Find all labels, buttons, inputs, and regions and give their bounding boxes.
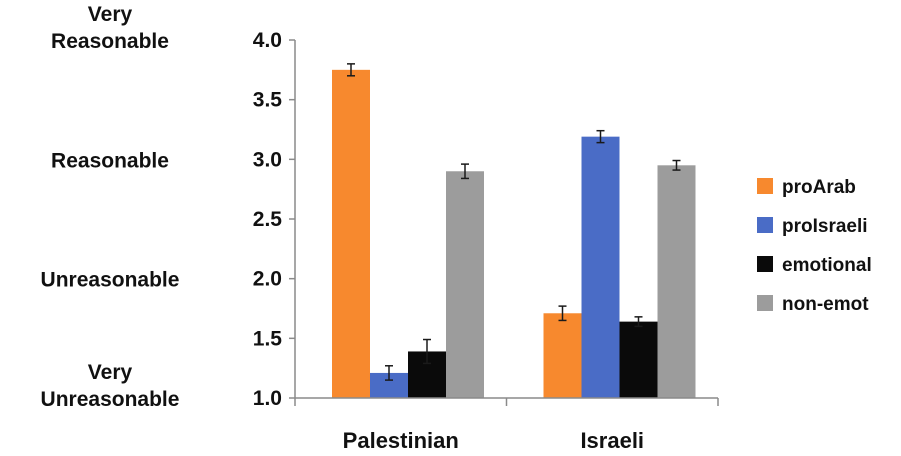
y-tick-label: 1.0	[253, 387, 282, 410]
rating-scale-labels: Very Reasonable Reasonable Unreasonable Very…	[41, 3, 180, 411]
legend-label: emotional	[782, 255, 872, 276]
bar-non-emot-israeli	[657, 165, 696, 398]
y-tick-label: 1.5	[253, 327, 283, 350]
rating-scale-label: Unreasonable	[41, 388, 180, 411]
legend-swatch-non-emot	[757, 295, 773, 311]
legend-label: proIsraeli	[782, 216, 868, 237]
y-tick-label: 2.5	[253, 208, 283, 231]
bar-emotional-israeli	[619, 321, 658, 398]
x-axis: Palestinian Israeli	[294, 397, 719, 453]
legend-swatch-proarab	[757, 178, 773, 194]
y-tick-label: 3.0	[253, 148, 282, 171]
rating-scale-label: Very	[88, 361, 133, 384]
bar-series	[332, 63, 696, 398]
rating-scale-label: Reasonable	[51, 149, 169, 172]
bar-proisraeli-israeli	[581, 136, 620, 398]
bar-proarab-palestinian	[332, 69, 370, 398]
legend-swatch-emotional	[757, 256, 773, 272]
y-tick-label: 3.5	[253, 89, 283, 112]
x-category-label: Israeli	[580, 428, 644, 453]
x-category-label: Palestinian	[343, 428, 459, 453]
rating-scale-label: Unreasonable	[41, 269, 180, 292]
rating-scale-label: Reasonable	[51, 30, 169, 53]
rating-scale-label: Very	[88, 3, 133, 26]
legend-swatch-proisraeli	[757, 217, 773, 233]
legend: proArab proIsraeli emotional non-emot	[757, 177, 872, 315]
bar-proarab-israeli	[543, 313, 582, 398]
y-tick-label: 4.0	[253, 29, 282, 52]
legend-label: proArab	[782, 177, 856, 198]
legend-label: non-emot	[782, 294, 869, 315]
bar-non-emot-palestinian	[446, 171, 484, 398]
y-tick-label: 2.0	[253, 268, 282, 291]
y-axis: 1.0 1.5 2.0 2.5 3.0 3.5 4.0	[253, 29, 296, 410]
